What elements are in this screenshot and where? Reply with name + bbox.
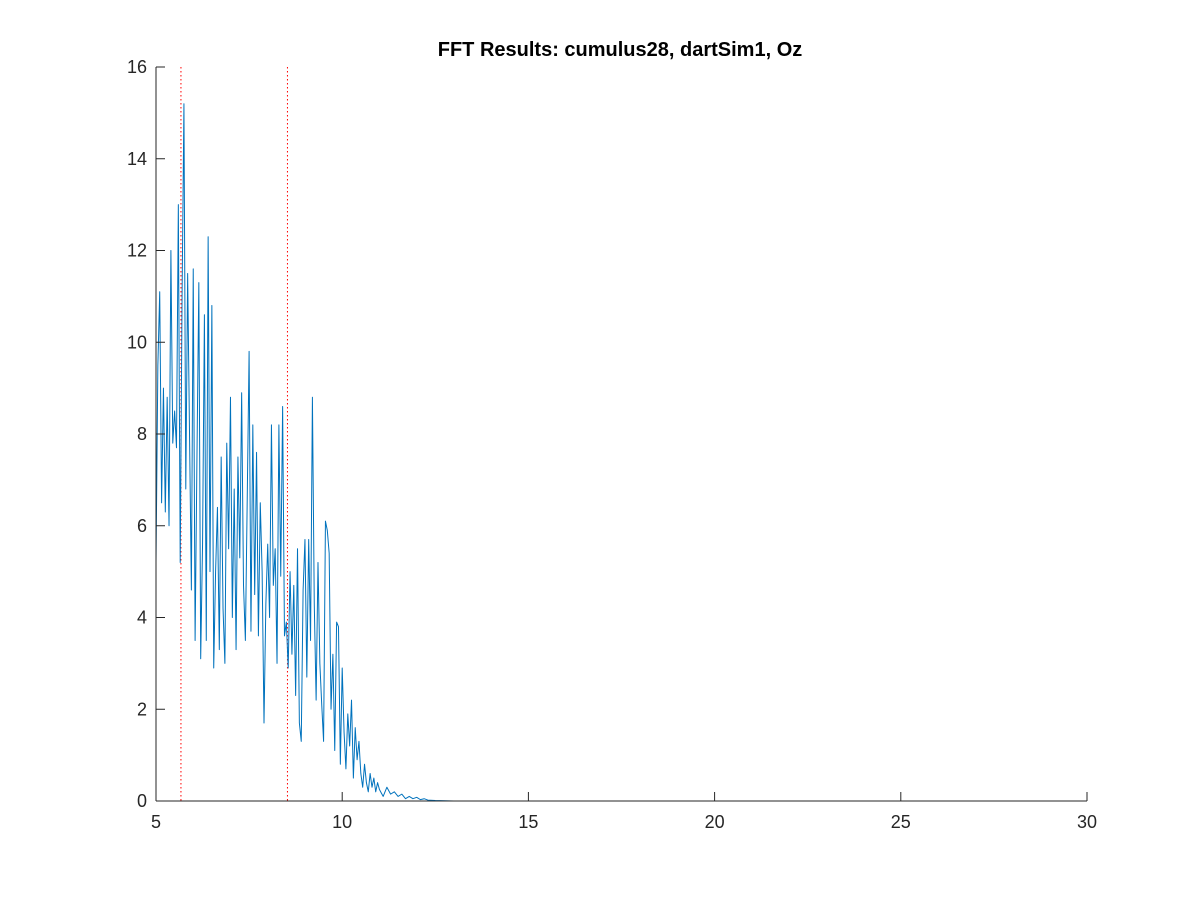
- y-tick-label: 0: [137, 791, 147, 811]
- data-series: [155, 103, 1087, 802]
- y-tick-label: 2: [137, 699, 147, 719]
- x-ticks: 5 10 15 20 25 30: [151, 792, 1097, 832]
- y-tick-label: 4: [137, 608, 147, 628]
- y-tick-label: 12: [127, 241, 147, 261]
- x-tick-label: 20: [705, 812, 725, 832]
- y-tick-label: 14: [127, 149, 147, 169]
- y-tick-label: 6: [137, 516, 147, 536]
- y-tick-label: 16: [127, 57, 147, 77]
- y-tick-label: 8: [137, 424, 147, 444]
- chart-title: FFT Results: cumulus28, dartSim1, Oz: [438, 39, 803, 61]
- x-tick-label: 25: [891, 812, 911, 832]
- x-tick-label: 15: [518, 812, 538, 832]
- y-ticks: 0 2 4 6 8 10 12 14 16: [127, 57, 165, 811]
- x-tick-label: 30: [1077, 812, 1097, 832]
- y-tick-label: 10: [127, 332, 147, 352]
- x-tick-label: 10: [332, 812, 352, 832]
- x-tick-label: 5: [151, 812, 161, 832]
- series-line-1: [155, 103, 1087, 802]
